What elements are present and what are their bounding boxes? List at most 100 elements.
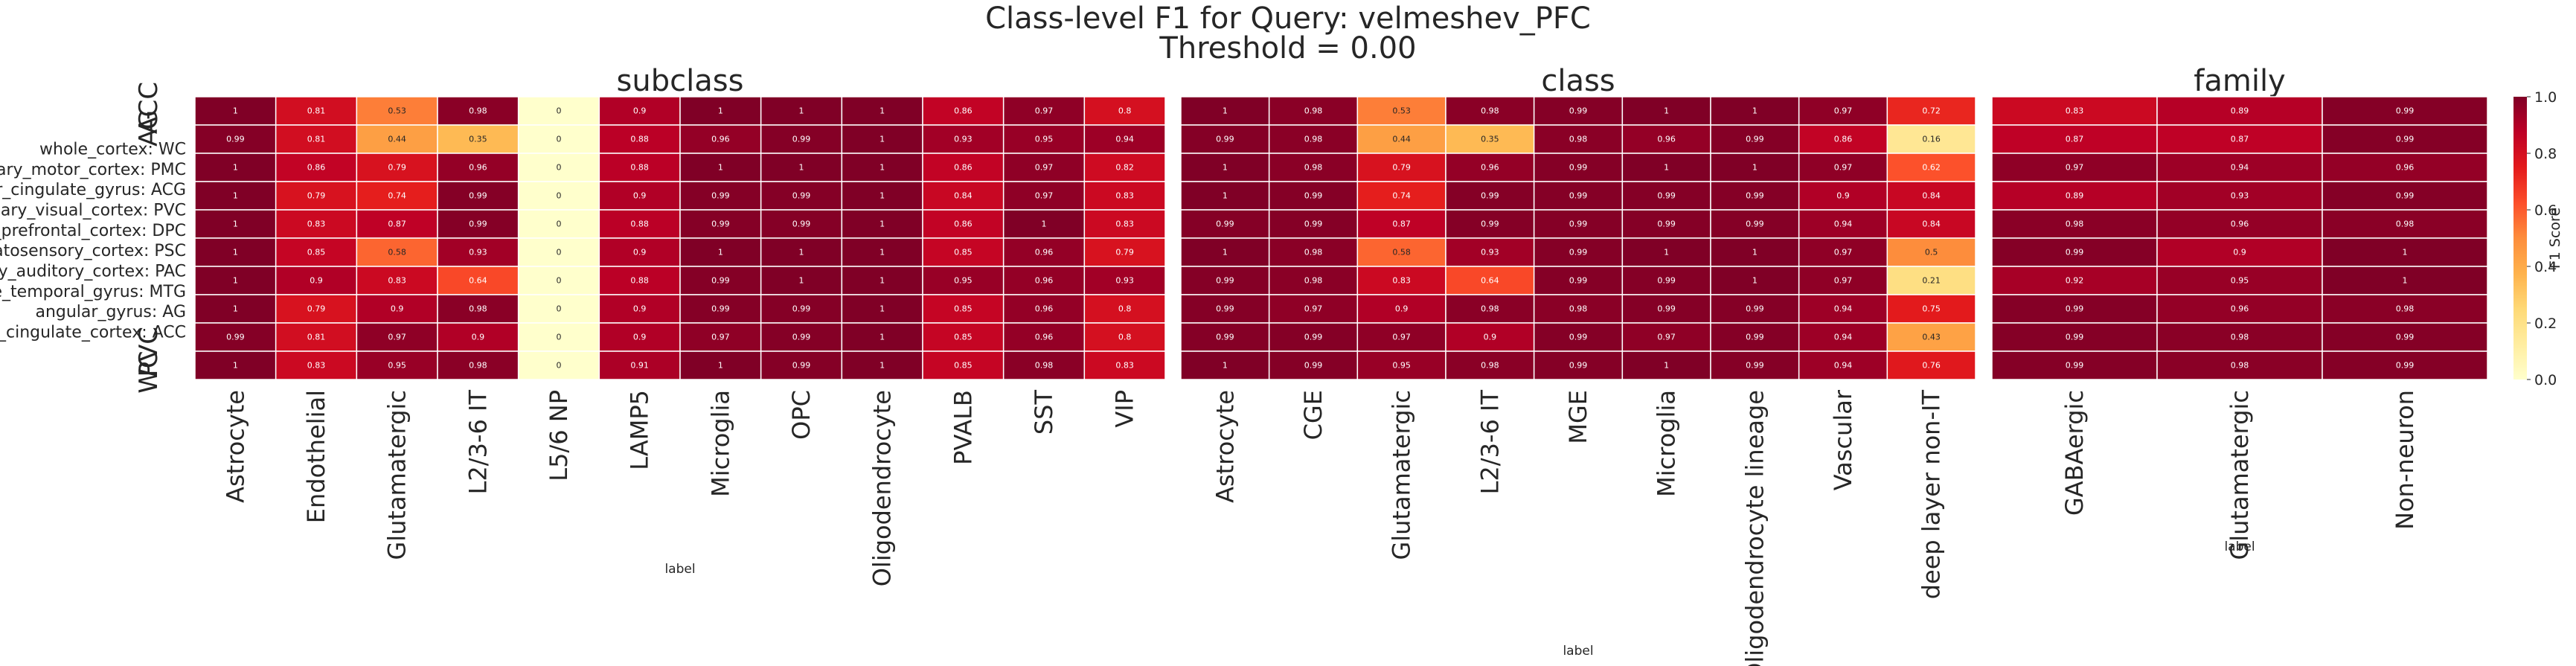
colorbar-tick-label: 1.0 bbox=[2534, 89, 2557, 106]
panel-title: class bbox=[1541, 64, 1615, 98]
heatmap-cell bbox=[1268, 181, 1359, 211]
heatmap-cell bbox=[2156, 294, 2323, 324]
heatmap-cell bbox=[517, 322, 600, 352]
cell-value-label: 0.99 bbox=[1746, 333, 1764, 342]
heatmap-cell bbox=[1268, 96, 1359, 126]
heatmap-cell bbox=[1621, 350, 1711, 380]
cell-value-label: 0.99 bbox=[2396, 135, 2415, 144]
x-tick-label: Non-neuron bbox=[2391, 390, 2419, 530]
cell-value-label: 1 bbox=[233, 163, 238, 173]
cell-value-label: 1 bbox=[880, 304, 885, 314]
cell-value-label: 0.86 bbox=[307, 163, 326, 173]
cell-value-label: 1 bbox=[799, 163, 804, 173]
cell-value-label: 1 bbox=[1223, 361, 1228, 371]
heatmap-cell bbox=[2156, 209, 2323, 239]
cell-value-label: 1 bbox=[2403, 276, 2408, 286]
cell-value-label: 1 bbox=[880, 361, 885, 371]
cell-value-label: 0.86 bbox=[1834, 135, 1853, 144]
heatmap-cell bbox=[2322, 266, 2488, 295]
heatmap-cell bbox=[1180, 322, 1270, 352]
heatmap-cell bbox=[2322, 350, 2488, 380]
heatmap-cell bbox=[1886, 350, 1976, 380]
x-tick-label: Glutamatergic bbox=[2226, 390, 2254, 560]
cell-value-label: 0.9 bbox=[310, 276, 323, 286]
heatmap-cell bbox=[1886, 96, 1976, 126]
cell-value-label: 0.98 bbox=[1569, 304, 1588, 314]
cell-value-label: 0.99 bbox=[711, 304, 730, 314]
heatmap-cell bbox=[275, 153, 358, 182]
cell-value-label: 0.99 bbox=[711, 276, 730, 286]
heatmap-cell bbox=[437, 124, 519, 154]
x-tick-label: GABAergic bbox=[2060, 390, 2089, 516]
cell-value-label: 0.99 bbox=[1657, 276, 1676, 286]
x-tick-label: Microglia bbox=[1653, 390, 1681, 497]
heatmap-cell bbox=[1886, 322, 1976, 352]
cell-value-label: 0.99 bbox=[1569, 106, 1588, 116]
cell-value-label: 0 bbox=[557, 135, 562, 144]
heatmap-cell bbox=[356, 209, 438, 239]
cell-value-label: 0.97 bbox=[2066, 163, 2084, 173]
heatmap-cell bbox=[1710, 294, 1800, 324]
heatmap-cell bbox=[275, 209, 358, 239]
cell-value-label: 0.83 bbox=[1115, 191, 1134, 201]
heatmap-cell bbox=[2156, 266, 2323, 295]
heatmap-cell bbox=[1083, 237, 1166, 267]
cell-value-label: 0.9 bbox=[633, 333, 647, 342]
cell-value-label: 0 bbox=[557, 191, 562, 201]
heatmap-cell bbox=[194, 96, 277, 126]
cell-value-label: 0.98 bbox=[2231, 361, 2249, 371]
cell-value-label: 0.8 bbox=[1118, 304, 1132, 314]
colorbar-tick-label: 0.4 bbox=[2534, 259, 2557, 275]
cell-value-label: 0.98 bbox=[1481, 361, 1499, 371]
cell-value-label: 0.64 bbox=[1481, 276, 1499, 286]
cell-value-label: 0.9 bbox=[1836, 191, 1850, 201]
cell-value-label: 1 bbox=[718, 106, 723, 116]
heatmap-cell bbox=[1180, 237, 1270, 267]
cell-value-label: 0.96 bbox=[711, 135, 730, 144]
cell-value-label: 0.99 bbox=[226, 333, 245, 342]
cell-value-label: 0.99 bbox=[1657, 191, 1676, 201]
x-tick-label: Vascular bbox=[1829, 389, 1857, 490]
cell-value-label: 0.99 bbox=[226, 135, 245, 144]
heatmap-cell bbox=[1356, 294, 1446, 324]
cell-value-label: 0.99 bbox=[792, 361, 811, 371]
heatmap-cell bbox=[356, 350, 438, 380]
cell-value-label: 1 bbox=[233, 220, 238, 229]
cell-value-label: 1 bbox=[1223, 248, 1228, 257]
cell-value-label: 0.99 bbox=[1569, 248, 1588, 257]
cell-value-label: 0.94 bbox=[1834, 220, 1853, 229]
cell-value-label: 0.53 bbox=[388, 106, 406, 116]
heatmap-cell bbox=[1083, 294, 1166, 324]
cell-value-label: 0.99 bbox=[2066, 248, 2084, 257]
cell-value-label: 0 bbox=[557, 220, 562, 229]
heatmap-class: class 1 0.98 0.53 0.98 0.99 1 1 0.97 0.72 0.99 0.98… bbox=[1180, 64, 1976, 666]
cell-value-label: 0.74 bbox=[1392, 191, 1411, 201]
cell-value-label: 0.87 bbox=[388, 220, 406, 229]
cell-value-label: 0.99 bbox=[792, 333, 811, 342]
cell-value-label: 0.98 bbox=[2396, 304, 2415, 314]
cell-value-label: 0.98 bbox=[1481, 304, 1499, 314]
cell-value-label: 1 bbox=[880, 135, 885, 144]
cell-value-label: 1 bbox=[1752, 106, 1758, 116]
heatmap-cell bbox=[1180, 96, 1270, 126]
cell-value-label: 0.21 bbox=[1922, 276, 1941, 286]
heatmap-cell bbox=[194, 266, 277, 295]
cell-value-label: 0.96 bbox=[1035, 276, 1054, 286]
heatmap-cell bbox=[1798, 266, 1888, 295]
y-tick-label: primary_auditory_cortex: PAC bbox=[0, 262, 186, 281]
cell-value-label: 0.98 bbox=[469, 361, 487, 371]
cell-value-label: 0.74 bbox=[388, 191, 406, 201]
cell-value-label: 0.88 bbox=[630, 135, 649, 144]
heatmap-cell bbox=[1621, 181, 1711, 211]
cell-value-label: 1 bbox=[718, 248, 723, 257]
cell-value-label: 0.79 bbox=[1115, 248, 1134, 257]
colorbar-tick-label: 0.6 bbox=[2534, 202, 2557, 219]
colorbar-label: F1 Score bbox=[2547, 208, 2563, 269]
heatmap-cell bbox=[356, 322, 438, 352]
cell-value-label: 0.87 bbox=[2066, 135, 2084, 144]
cell-value-label: 0.85 bbox=[954, 333, 973, 342]
heatmap-cell bbox=[1356, 209, 1446, 239]
heatmap-cell bbox=[1083, 181, 1166, 211]
heatmap-cell bbox=[275, 294, 358, 324]
